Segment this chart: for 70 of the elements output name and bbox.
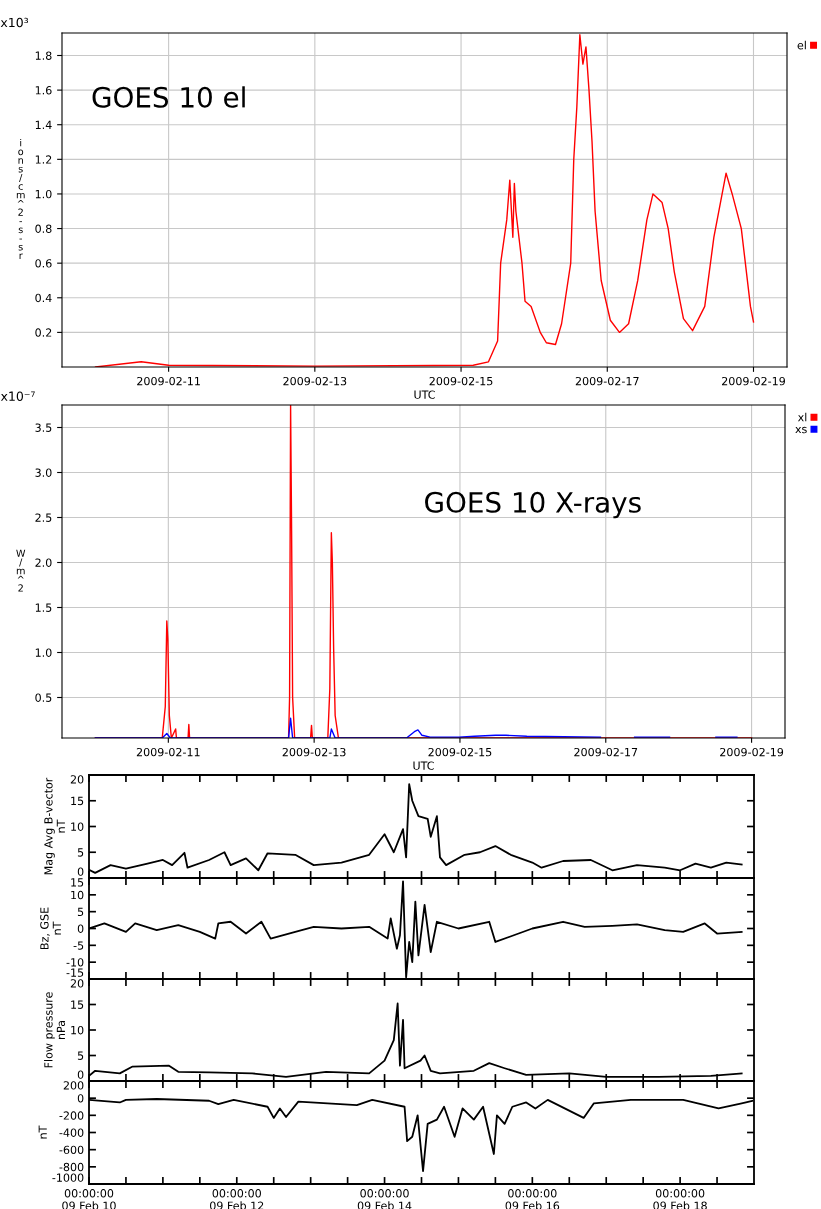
x-tick-label: 2009-02-15 (429, 376, 493, 386)
y-tick-label: 3.0 (35, 468, 52, 477)
y-tick-label: 200 (63, 1081, 84, 1090)
y-tick-label: 1.0 (35, 189, 52, 199)
y-tick-label: 5 (77, 1051, 84, 1060)
y-tick-label: 20 (70, 979, 84, 988)
y-tick-label: 10 (71, 822, 84, 831)
x-tick-label: 2009-02-15 (428, 747, 492, 757)
y-tick-label: 15 (71, 878, 84, 887)
y-tick-label: 1.6 (35, 86, 52, 95)
legend-label: xs (795, 426, 807, 434)
y-tick-label: 5 (77, 848, 84, 857)
y-axis-title: W/m^2 (16, 549, 26, 592)
y-axis-title: Bz, GSE nT (40, 907, 61, 950)
x-tick-label: 00:00:00 09 Feb 12 (210, 1189, 264, 1209)
text: x10³ (0, 17, 29, 28)
x-tick-label: 00:00:00 09 Feb 18 (653, 1189, 707, 1209)
x-axis-title: UTC (413, 761, 434, 770)
y-tick-label: 10 (71, 1025, 84, 1035)
y-tick-label: 0.2 (35, 328, 52, 337)
y-tick-label: -1000 (52, 1173, 84, 1182)
y-axis-title: nT (38, 1125, 47, 1139)
annotation: GOES 10 X-rays (425, 491, 641, 519)
y-tick-label: 0 (77, 1070, 84, 1079)
x-tick-label: 00:00:00 09 Feb 16 (505, 1189, 560, 1209)
y-tick-label: 3.5 (35, 423, 52, 432)
x-axis-title: UTC (414, 390, 435, 399)
x-tick-label: 2009-02-19 (722, 376, 785, 386)
annotation: GOES 10 el (92, 86, 245, 108)
y-tick-label: -400 (59, 1128, 84, 1137)
y-tick-label: 15 (71, 1000, 84, 1009)
y-tick-label: 0.5 (35, 693, 52, 702)
y-tick-label: 15 (71, 796, 84, 806)
x-tick-label: 00:00:00 09 Feb 10 (62, 1189, 116, 1209)
y-tick-label: 1.4 (35, 120, 52, 129)
y-tick-label: 0.8 (35, 224, 52, 233)
x-tick-label: 2009-02-17 (575, 376, 639, 386)
x-tick-label: 2009-02-17 (574, 747, 638, 757)
y-tick-label: 1.8 (35, 51, 52, 60)
y-tick-label: 10 (71, 890, 84, 900)
y-tick-label: 2.0 (35, 558, 52, 567)
y-tick-label: -600 (59, 1145, 84, 1155)
y-tick-label: -15 (66, 968, 84, 977)
y-tick-label: -200 (59, 1111, 84, 1120)
x-tick-label: 2009-02-13 (283, 376, 347, 386)
text: ions/cm^2-s-sr (16, 138, 25, 260)
y-tick-label: 1.0 (35, 648, 52, 657)
legend-label: el (797, 40, 806, 50)
y-tick-label: -10 (66, 958, 84, 967)
y-axis-title: Mag Avg B-vector nT (44, 777, 65, 875)
y-tick-label: 20 (70, 775, 84, 784)
x-tick-label: 2009-02-11 (137, 376, 200, 386)
x-tick-label: 2009-02-11 (136, 747, 200, 757)
y-tick-label: 0 (77, 867, 84, 876)
y-tick-label: 5 (77, 907, 84, 917)
y-tick-label: 1.2 (35, 155, 52, 164)
y-tick-label: 0.4 (35, 293, 52, 303)
text: x10⁻⁷ (0, 391, 35, 401)
y-tick-label: 0.6 (35, 259, 52, 268)
y-tick-label: 2.5 (35, 513, 52, 522)
y-axis-title: Flow pressure nPa (44, 992, 66, 1068)
x-tick-label: 2009-02-13 (282, 747, 346, 757)
x-tick-label: 00:00:00 09 Feb 14 (357, 1189, 412, 1209)
y-tick-label: -800 (59, 1162, 84, 1172)
y-tick-label: -5 (73, 941, 84, 950)
legend-label: xl (797, 412, 807, 422)
x-tick-label: 2009-02-19 (720, 747, 784, 757)
y-tick-label: 1.5 (35, 603, 52, 612)
y-tick-label: 0 (77, 1094, 84, 1103)
y-tick-label: 0 (77, 924, 84, 933)
